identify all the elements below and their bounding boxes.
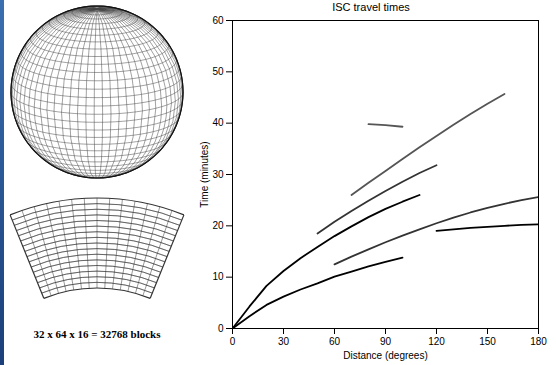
svg-text:0: 0 (218, 323, 224, 334)
svg-text:40: 40 (212, 117, 224, 128)
svg-text:60: 60 (212, 15, 224, 26)
html-text:ISC travel times: ISC travel times (332, 1, 410, 13)
svg-text:Distance (degrees): Distance (degrees) (343, 350, 427, 361)
svg-text:0: 0 (230, 336, 236, 347)
svg-text:32 x 64 x 16 = 32768 blocks: 32 x 64 x 16 = 32768 blocks (34, 328, 162, 340)
svg-text:150: 150 (479, 336, 496, 347)
svg-text:30: 30 (212, 169, 224, 180)
svg-text:90: 90 (380, 336, 392, 347)
svg-text:50: 50 (212, 66, 224, 77)
svg-text:Time (minutes): Time (minutes) (199, 141, 210, 207)
svg-text:120: 120 (428, 336, 445, 347)
svg-text:180: 180 (530, 336, 547, 347)
svg-text:20: 20 (212, 220, 224, 231)
svg-text:60: 60 (329, 336, 341, 347)
svg-text:10: 10 (212, 271, 224, 282)
svg-text:30: 30 (278, 336, 290, 347)
